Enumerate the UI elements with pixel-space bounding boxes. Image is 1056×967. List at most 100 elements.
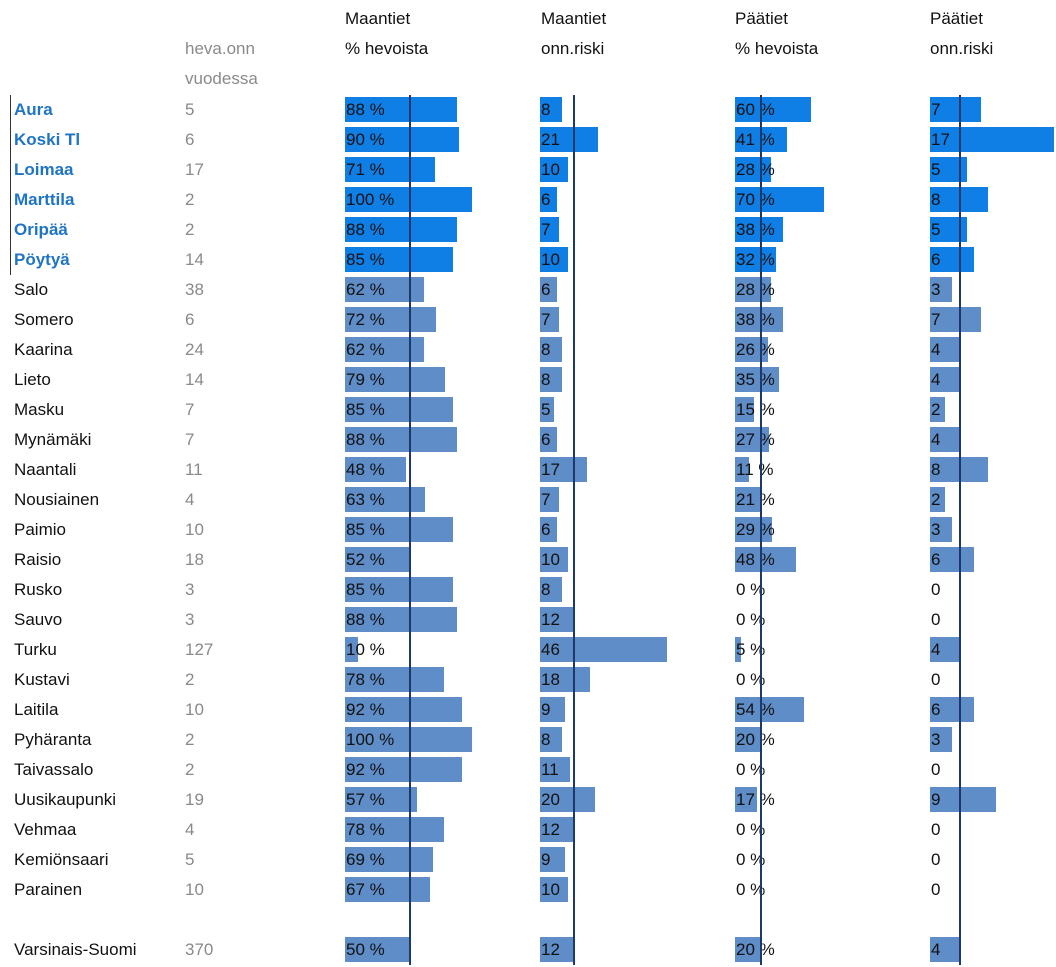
table-row: Uusikaupunki 19 57 % 20 17 % 9 (0, 785, 1056, 815)
m-risk-value: 9 (541, 695, 550, 725)
accident-count: 4 (185, 815, 194, 845)
m-risk-value: 7 (541, 215, 550, 245)
m-pct-value: 85 % (346, 575, 385, 605)
m-risk-value: 6 (541, 515, 550, 545)
m-risk-value: 8 (541, 725, 550, 755)
p-pct-value: 38 % (736, 305, 775, 335)
p-risk-value: 4 (931, 635, 940, 665)
m-pct-value: 50 % (346, 935, 385, 965)
municipality-name: Mynämäki (14, 425, 91, 455)
m-risk-value: 10 (541, 245, 560, 275)
m-pct-value: 88 % (346, 605, 385, 635)
table-row: Oripää 2 88 % 7 38 % 5 (0, 215, 1056, 245)
p-pct-value: 70 % (736, 185, 775, 215)
p-risk-value: 0 (931, 665, 940, 695)
accident-count: 3 (185, 575, 194, 605)
table-row: Laitila 10 92 % 9 54 % 6 (0, 695, 1056, 725)
p-risk-value: 0 (931, 815, 940, 845)
m-risk-value: 10 (541, 875, 560, 905)
p-risk-value: 5 (931, 215, 940, 245)
accident-count: 7 (185, 395, 194, 425)
table-row: Raisio 18 52 % 10 48 % 6 (0, 545, 1056, 575)
m-risk-value: 5 (541, 395, 550, 425)
municipality-name: Nousiainen (14, 485, 99, 515)
table-row: Vehmaa 4 78 % 12 0 % 0 (0, 815, 1056, 845)
m-pct-value: 90 % (346, 125, 385, 155)
p-pct-value: 29 % (736, 515, 775, 545)
municipality-name: Aura (14, 95, 53, 125)
table-row: Salo 38 62 % 6 28 % 3 (0, 275, 1056, 305)
reference-line (409, 95, 411, 965)
accident-count: 17 (185, 155, 204, 185)
municipality-name: Loimaa (14, 155, 74, 185)
accident-count: 4 (185, 485, 194, 515)
p-pct-value: 15 % (736, 395, 775, 425)
municipality-name: Marttila (14, 185, 74, 215)
m-risk-value: 6 (541, 425, 550, 455)
municipality-name: Rusko (14, 575, 62, 605)
m-pct-value: 88 % (346, 215, 385, 245)
m-pct-value: 71 % (346, 155, 385, 185)
municipality-name: Sauvo (14, 605, 62, 635)
m-risk-value: 8 (541, 365, 550, 395)
p-risk-value: 3 (931, 725, 940, 755)
total-row: Varsinais-Suomi 370 50 % 12 20 % 4 (0, 935, 1056, 965)
table-row: Kaarina 24 62 % 8 26 % 4 (0, 335, 1056, 365)
p-risk-value: 0 (931, 755, 940, 785)
municipality-name: Koski Tl (14, 125, 80, 155)
accident-count: 2 (185, 185, 194, 215)
accident-count: 3 (185, 605, 194, 635)
table-row: Somero 6 72 % 7 38 % 7 (0, 305, 1056, 335)
p-risk-value: 4 (931, 365, 940, 395)
table-row: Rusko 3 85 % 8 0 % 0 (0, 575, 1056, 605)
p-pct-value: 41 % (736, 125, 775, 155)
p-risk-value: 3 (931, 515, 940, 545)
accident-count: 2 (185, 725, 194, 755)
table-row: Masku 7 85 % 5 15 % 2 (0, 395, 1056, 425)
reference-line (573, 95, 575, 965)
p-pct-value: 28 % (736, 155, 775, 185)
accident-count: 5 (185, 95, 194, 125)
table-row: Loimaa 17 71 % 10 28 % 5 (0, 155, 1056, 185)
accident-count: 24 (185, 335, 204, 365)
table-row: Nousiainen 4 63 % 7 21 % 2 (0, 485, 1056, 515)
accident-count: 370 (185, 935, 213, 965)
m-risk-value: 12 (541, 935, 560, 965)
m-risk-value: 6 (541, 185, 550, 215)
table-row: Turku 127 10 % 46 5 % 4 (0, 635, 1056, 665)
m-pct-value: 85 % (346, 515, 385, 545)
p-pct-value: 17 % (736, 785, 775, 815)
accident-count: 11 (185, 455, 203, 485)
accident-count: 10 (185, 875, 204, 905)
municipality-name: Somero (14, 305, 74, 335)
accident-count: 14 (185, 365, 204, 395)
m-pct-value: 85 % (346, 395, 385, 425)
accident-count: 2 (185, 665, 194, 695)
m-risk-value: 20 (541, 785, 560, 815)
accident-count: 2 (185, 215, 194, 245)
m-pct-value: 100 % (346, 185, 394, 215)
municipality-name: Turku (14, 635, 57, 665)
m-risk-value: 46 (541, 635, 560, 665)
p-pct-value: 20 % (736, 725, 775, 755)
table-row: Parainen 10 67 % 10 0 % 0 (0, 875, 1056, 905)
p-risk-value: 4 (931, 935, 940, 965)
table-row: Kustavi 2 78 % 18 0 % 0 (0, 665, 1056, 695)
municipality-name: Raisio (14, 545, 61, 575)
municipality-name: Oripää (14, 215, 68, 245)
m-pct-value: 79 % (346, 365, 385, 395)
accident-count: 2 (185, 755, 194, 785)
p-pct-value: 21 % (736, 485, 775, 515)
table-row: Paimio 10 85 % 6 29 % 3 (0, 515, 1056, 545)
municipality-name: Salo (14, 275, 48, 305)
m-risk-value: 8 (541, 95, 550, 125)
m-risk-value: 10 (541, 155, 560, 185)
p-pct-value: 38 % (736, 215, 775, 245)
m-pct-value: 92 % (346, 695, 385, 725)
p-risk-value: 4 (931, 425, 940, 455)
p-risk-value: 0 (931, 845, 940, 875)
table-row: Naantali 11 48 % 17 11 % 8 (0, 455, 1056, 485)
p-risk-value: 2 (931, 395, 940, 425)
accident-count: 10 (185, 695, 204, 725)
m-pct-value: 92 % (346, 755, 385, 785)
